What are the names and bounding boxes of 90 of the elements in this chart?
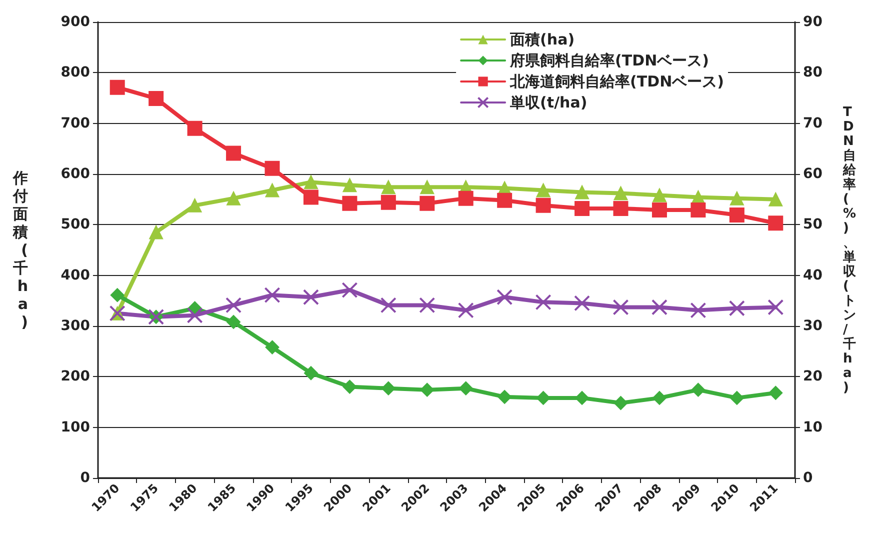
y2-tick-label: 30 <box>803 318 823 334</box>
y-tick-label: 500 <box>60 216 90 233</box>
point <box>730 390 744 405</box>
point <box>729 208 744 223</box>
point <box>768 299 784 316</box>
y2-tick-label: 40 <box>803 267 823 284</box>
point <box>652 390 666 405</box>
point <box>614 396 628 410</box>
point <box>420 180 434 194</box>
y2-tick-label: 10 <box>803 419 823 436</box>
point <box>342 196 358 211</box>
point <box>652 188 666 202</box>
point <box>652 202 667 218</box>
y-tick-label: 700 <box>60 115 90 132</box>
point <box>148 91 164 106</box>
y2-tick-label: 90 <box>803 14 823 30</box>
point <box>575 185 590 200</box>
y2-tick-label: 0 <box>803 470 813 486</box>
point <box>536 198 551 213</box>
point <box>187 120 202 136</box>
point <box>612 299 629 316</box>
point <box>226 297 242 314</box>
point <box>265 183 280 198</box>
y-tick-label: 900 <box>60 14 90 30</box>
y-tick-label: 800 <box>60 64 90 81</box>
point <box>342 282 358 298</box>
point <box>420 382 434 397</box>
point <box>496 289 513 306</box>
legend-label: 面積(ha) <box>509 30 575 48</box>
y-tick-label: 200 <box>60 368 90 385</box>
point <box>304 366 318 380</box>
point <box>226 146 242 161</box>
point <box>498 390 512 404</box>
point <box>265 340 280 354</box>
legend-label: 北海道飼料自給率(TDNベース) <box>509 72 724 90</box>
point <box>264 160 280 176</box>
point <box>458 302 474 318</box>
point <box>768 192 783 206</box>
point <box>458 190 474 206</box>
y-tick-label: 300 <box>60 318 90 334</box>
y-tick-label: 600 <box>60 166 90 182</box>
y2-tick-label: 70 <box>803 115 823 132</box>
point <box>226 191 241 206</box>
point <box>110 288 124 302</box>
y2-tick-label: 80 <box>803 64 823 81</box>
point <box>380 297 396 314</box>
y2-tick-label: 50 <box>803 216 823 233</box>
point <box>575 390 590 405</box>
point <box>342 178 357 192</box>
point <box>691 382 706 397</box>
point <box>536 183 550 198</box>
point <box>690 202 706 218</box>
point <box>497 192 512 208</box>
point <box>264 287 280 304</box>
point <box>614 186 628 200</box>
y-tick-label: 100 <box>60 419 90 436</box>
point <box>304 175 318 190</box>
point <box>728 300 745 316</box>
point <box>188 198 202 212</box>
point <box>110 80 125 95</box>
point <box>651 299 668 316</box>
point <box>768 216 784 231</box>
point <box>690 302 706 318</box>
text: 作付面積(千ha) <box>13 169 28 331</box>
point <box>149 225 164 240</box>
point <box>613 200 628 216</box>
point <box>458 381 473 396</box>
point <box>536 390 550 405</box>
point <box>303 190 318 205</box>
point <box>730 191 744 206</box>
y-tick-label: 400 <box>60 267 90 284</box>
point <box>302 289 319 306</box>
point <box>381 180 396 194</box>
y-tick-label: 0 <box>80 470 90 486</box>
point <box>381 381 396 396</box>
point <box>419 297 436 314</box>
point <box>420 196 435 211</box>
y2-tick-label: 20 <box>803 368 823 385</box>
point <box>186 307 203 324</box>
point <box>535 294 552 310</box>
legend-label: 単収(t/ha) <box>509 94 588 112</box>
point <box>226 314 241 329</box>
point <box>380 194 396 210</box>
text: TDN自給率(%)、単収(トン/千ha) <box>843 104 856 396</box>
point <box>574 200 590 216</box>
point <box>768 386 783 400</box>
y2-tick-label: 60 <box>803 166 823 182</box>
point <box>342 380 357 394</box>
legend-label: 府県飼料自給率(TDNベース) <box>509 52 710 70</box>
point <box>574 295 590 312</box>
